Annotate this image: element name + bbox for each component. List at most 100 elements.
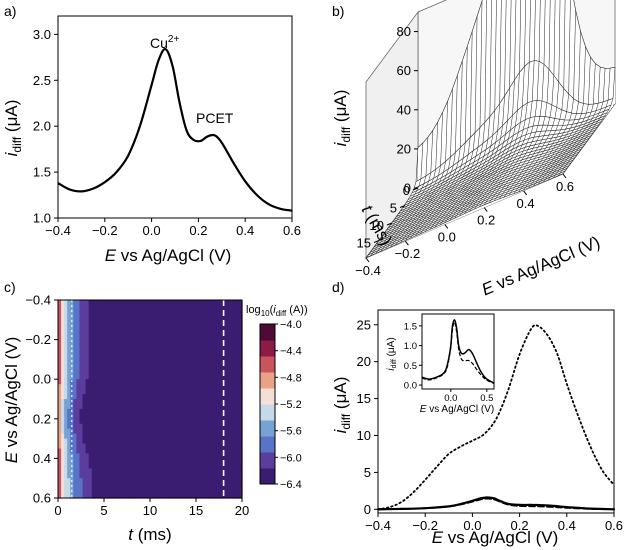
panel-c-heatmap-cell — [171, 473, 176, 479]
panel-c-heatmap-cell — [140, 478, 145, 484]
panel-c-heatmap-cell — [235, 418, 240, 425]
panel-c-heatmap-cell — [238, 359, 243, 365]
panel-c-heatmap-cell — [220, 344, 225, 351]
panel-c-heatmap-cell — [143, 309, 148, 316]
panel-c-heatmap-cell — [116, 448, 120, 455]
panel-c-heatmap-cell — [110, 403, 114, 410]
panel-c-heatmap-cell — [104, 478, 108, 484]
panel-c-heatmap-cell — [104, 483, 108, 489]
panel-c-heatmap-cell — [131, 458, 136, 464]
panel-c-heatmap-cell — [177, 389, 182, 395]
panel-c-heatmap-cell — [202, 354, 206, 360]
panel-c-heatmap-cell — [94, 433, 99, 440]
panel-c-heatmap-cell — [94, 369, 99, 375]
panel-c-heatmap-cell — [186, 483, 191, 489]
panel-c-heatmap-cell — [64, 403, 68, 410]
panel-c-heatmap-cell — [202, 453, 206, 459]
panel-c-heatmap-cell — [107, 329, 111, 336]
panel-c-heatmap-cell — [131, 339, 136, 346]
panel-c-heatmap-cell — [220, 413, 225, 420]
panel-c-heatmap-cell — [100, 314, 105, 321]
panel-c-heatmap-cell — [97, 329, 102, 336]
panel-c-heatmap-cell — [199, 324, 203, 331]
panel-c-heatmap-cell — [223, 374, 228, 380]
panel-c-heatmap-cell — [88, 304, 93, 311]
panel-b-surface-line-e — [547, 66, 601, 181]
panel-c-heatmap-cell — [186, 408, 191, 415]
panel-c-heatmap-cell — [223, 339, 228, 346]
panel-c-heatmap-cell — [186, 453, 191, 459]
panel-c-heatmap-cell — [58, 394, 62, 400]
panel-c-heatmap-cell — [131, 314, 136, 321]
panel-c-heatmap-cell — [156, 428, 160, 435]
panel-c-heatmap-cell — [58, 458, 62, 464]
panel-c-heatmap-cell — [79, 329, 84, 336]
panel-c-heatmap-cell — [128, 344, 133, 351]
panel-c-heatmap-cell — [189, 334, 194, 341]
panel-c-heatmap-cell — [226, 344, 231, 351]
panel-c-heatmap-cell — [113, 300, 117, 306]
panel-c-heatmap-cell — [235, 309, 240, 316]
panel-c-heatmap-cell — [82, 478, 87, 484]
panel-c-heatmap-cell — [232, 488, 237, 494]
panel-c-heatmap-cell — [232, 329, 237, 336]
panel-c-heatmap-cell — [171, 389, 176, 395]
panel-c-heatmap-cell — [180, 364, 185, 370]
panel-c-heatmap-cell — [100, 309, 105, 316]
panel-c-heatmap-cell — [168, 399, 173, 405]
panel-c-heatmap-cell — [183, 344, 188, 351]
panel-c-heatmap-cell — [104, 418, 108, 425]
panel-c-heatmap-cell — [122, 300, 127, 306]
panel-c-heatmap-cell — [177, 399, 182, 405]
panel-c-heatmap-cell — [232, 394, 237, 400]
panel-c-heatmap-cell — [76, 319, 81, 326]
panel-c-heatmap-cell — [137, 478, 142, 484]
panel-c-heatmap-cell — [220, 428, 225, 435]
panel-c-heatmap-cell — [79, 493, 84, 499]
panel-c-heatmap-cell — [61, 478, 65, 484]
panel-c-heatmap-cell — [125, 369, 130, 375]
panel-c-heatmap-cell — [73, 453, 77, 459]
panel-c-heatmap-cell — [168, 403, 173, 410]
panel-c-heatmap-cell — [183, 334, 188, 341]
panel-c-heatmap-cell — [202, 423, 206, 430]
panel-c-heatmap-cell — [211, 334, 215, 341]
panel-c-heatmap-cell — [94, 443, 99, 450]
panel-c-heatmap-cell — [64, 389, 68, 395]
panel-c-heatmap-cell — [94, 359, 99, 365]
panel-c-heatmap-cell — [119, 423, 123, 430]
panel-c-heatmap-cell — [91, 324, 96, 331]
panel-c-heatmap-cell — [220, 364, 225, 370]
panel-c-heatmap-cell — [171, 418, 176, 425]
panel-c-heatmap-cell — [162, 319, 166, 326]
panel-c-heatmap-cell — [165, 473, 169, 479]
panel-c-heatmap-cell — [82, 473, 87, 479]
panel-c-heatmap-cell — [235, 488, 240, 494]
panel-c-heatmap-cell — [107, 339, 111, 346]
panel-c-heatmap-cell — [64, 324, 68, 331]
panel-c-heatmap-cell — [91, 463, 96, 469]
panel-c-heatmap-cell — [64, 448, 68, 455]
panel-c-heatmap-cell — [189, 493, 194, 499]
panel-c-heatmap-cell — [58, 304, 62, 311]
panel-c-heatmap-cell — [88, 334, 93, 341]
panel-c-heatmap-cell — [122, 349, 127, 356]
panel-c-heatmap-cell — [162, 453, 166, 459]
panel-c-heatmap-cell — [85, 473, 90, 479]
panel-c-heatmap-cell — [192, 384, 197, 390]
panel-c-heatmap-cell — [183, 478, 188, 484]
panel-c-heatmap-cell — [226, 433, 231, 440]
panel-c-heatmap-cell — [220, 408, 225, 415]
panel-c-heatmap-cell — [67, 433, 71, 440]
panel-c-heatmap-cell — [189, 349, 194, 356]
panel-c-heatmap-cell — [232, 354, 237, 360]
panel-c-heatmap-cell — [131, 354, 136, 360]
panel-c-heatmap-cell — [211, 438, 215, 445]
panel-c-heatmap-cell — [171, 458, 176, 464]
panel-c-heatmap-cell — [238, 399, 243, 405]
panel-c-heatmap-cell — [168, 329, 173, 336]
panel-c-heatmap-cell — [229, 374, 234, 380]
panel-c-heatmap-cell — [137, 369, 142, 375]
panel-c-heatmap-cell — [205, 300, 209, 306]
panel-c-heatmap-cell — [79, 478, 84, 484]
